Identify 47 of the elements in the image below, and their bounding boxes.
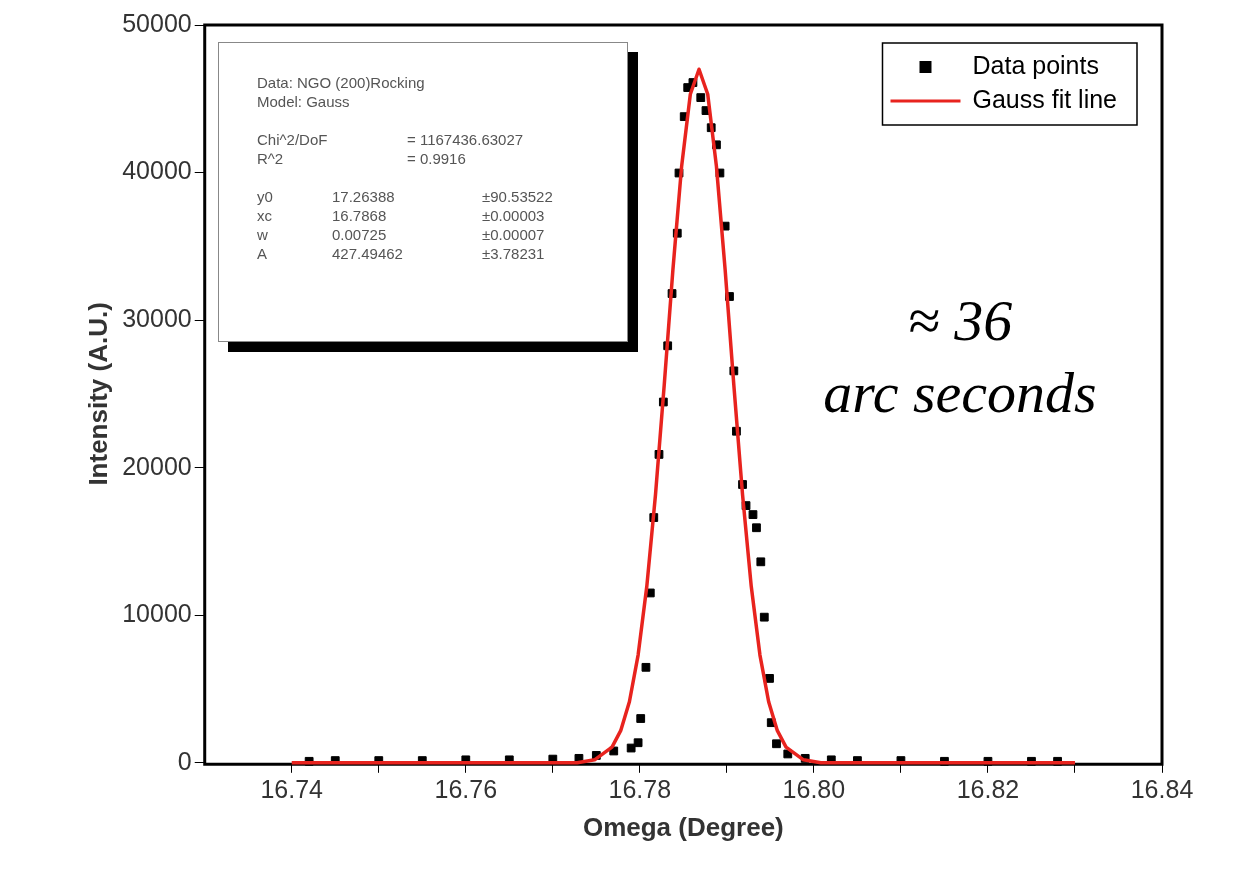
point [696, 93, 706, 102]
annotation: Model: Gauss [257, 92, 351, 111]
annotation: ±0.00003 [482, 206, 546, 225]
y-tick-label: 0 [177, 746, 192, 775]
annotation: = 1167436.63027 [407, 130, 525, 149]
annotation: Chi^2/DoF [257, 130, 329, 149]
annotation: R^2 [257, 149, 285, 168]
annotation: = 0.9916 [407, 149, 467, 168]
x-tick-label: 16.74 [260, 774, 324, 803]
annotation: Data: NGO (200)Rocking [257, 73, 426, 92]
y-tick-label: 50000 [122, 8, 192, 37]
x-tick-label: 16.76 [434, 774, 498, 803]
x-tick-label: 16.84 [1130, 774, 1194, 803]
annotation: ±90.53522 [482, 187, 554, 206]
point [626, 743, 636, 753]
x-tick-label: 16.80 [782, 774, 846, 803]
annotation: 427.49462 [332, 244, 404, 263]
legend-label: Gauss fit line [972, 84, 1118, 113]
annotation: 0.00725 [332, 225, 388, 244]
point [641, 662, 651, 672]
y-tick-label: 40000 [122, 156, 192, 185]
x-axis-title: Omega (Degree) [582, 811, 784, 842]
annotation: xc [257, 206, 273, 225]
point [636, 714, 646, 723]
annotation: ≈ 36 [906, 287, 1014, 355]
legend-label: Data points [972, 50, 1099, 79]
annotation: arc seconds [822, 359, 1098, 427]
annotation: ±3.78231 [482, 244, 546, 263]
annotation: A [257, 244, 268, 263]
point [759, 612, 769, 622]
point [765, 674, 774, 683]
point [756, 557, 766, 567]
annotation: w [257, 225, 269, 244]
y-axis-title: Intensity (A.U.) [82, 302, 113, 486]
annotation: y0 [257, 187, 274, 206]
point [633, 738, 643, 748]
point [748, 510, 758, 519]
annotation: ±0.00007 [482, 225, 546, 244]
y-tick-label: 10000 [122, 599, 192, 628]
point [752, 523, 761, 533]
y-tick-label: 20000 [122, 451, 192, 480]
x-tick-label: 16.82 [956, 774, 1020, 803]
annotation: 17.26388 [332, 187, 396, 206]
x-tick-label: 16.78 [608, 774, 672, 803]
annotation: 16.7868 [332, 206, 388, 225]
point [772, 739, 781, 749]
y-tick-label: 30000 [122, 304, 192, 333]
